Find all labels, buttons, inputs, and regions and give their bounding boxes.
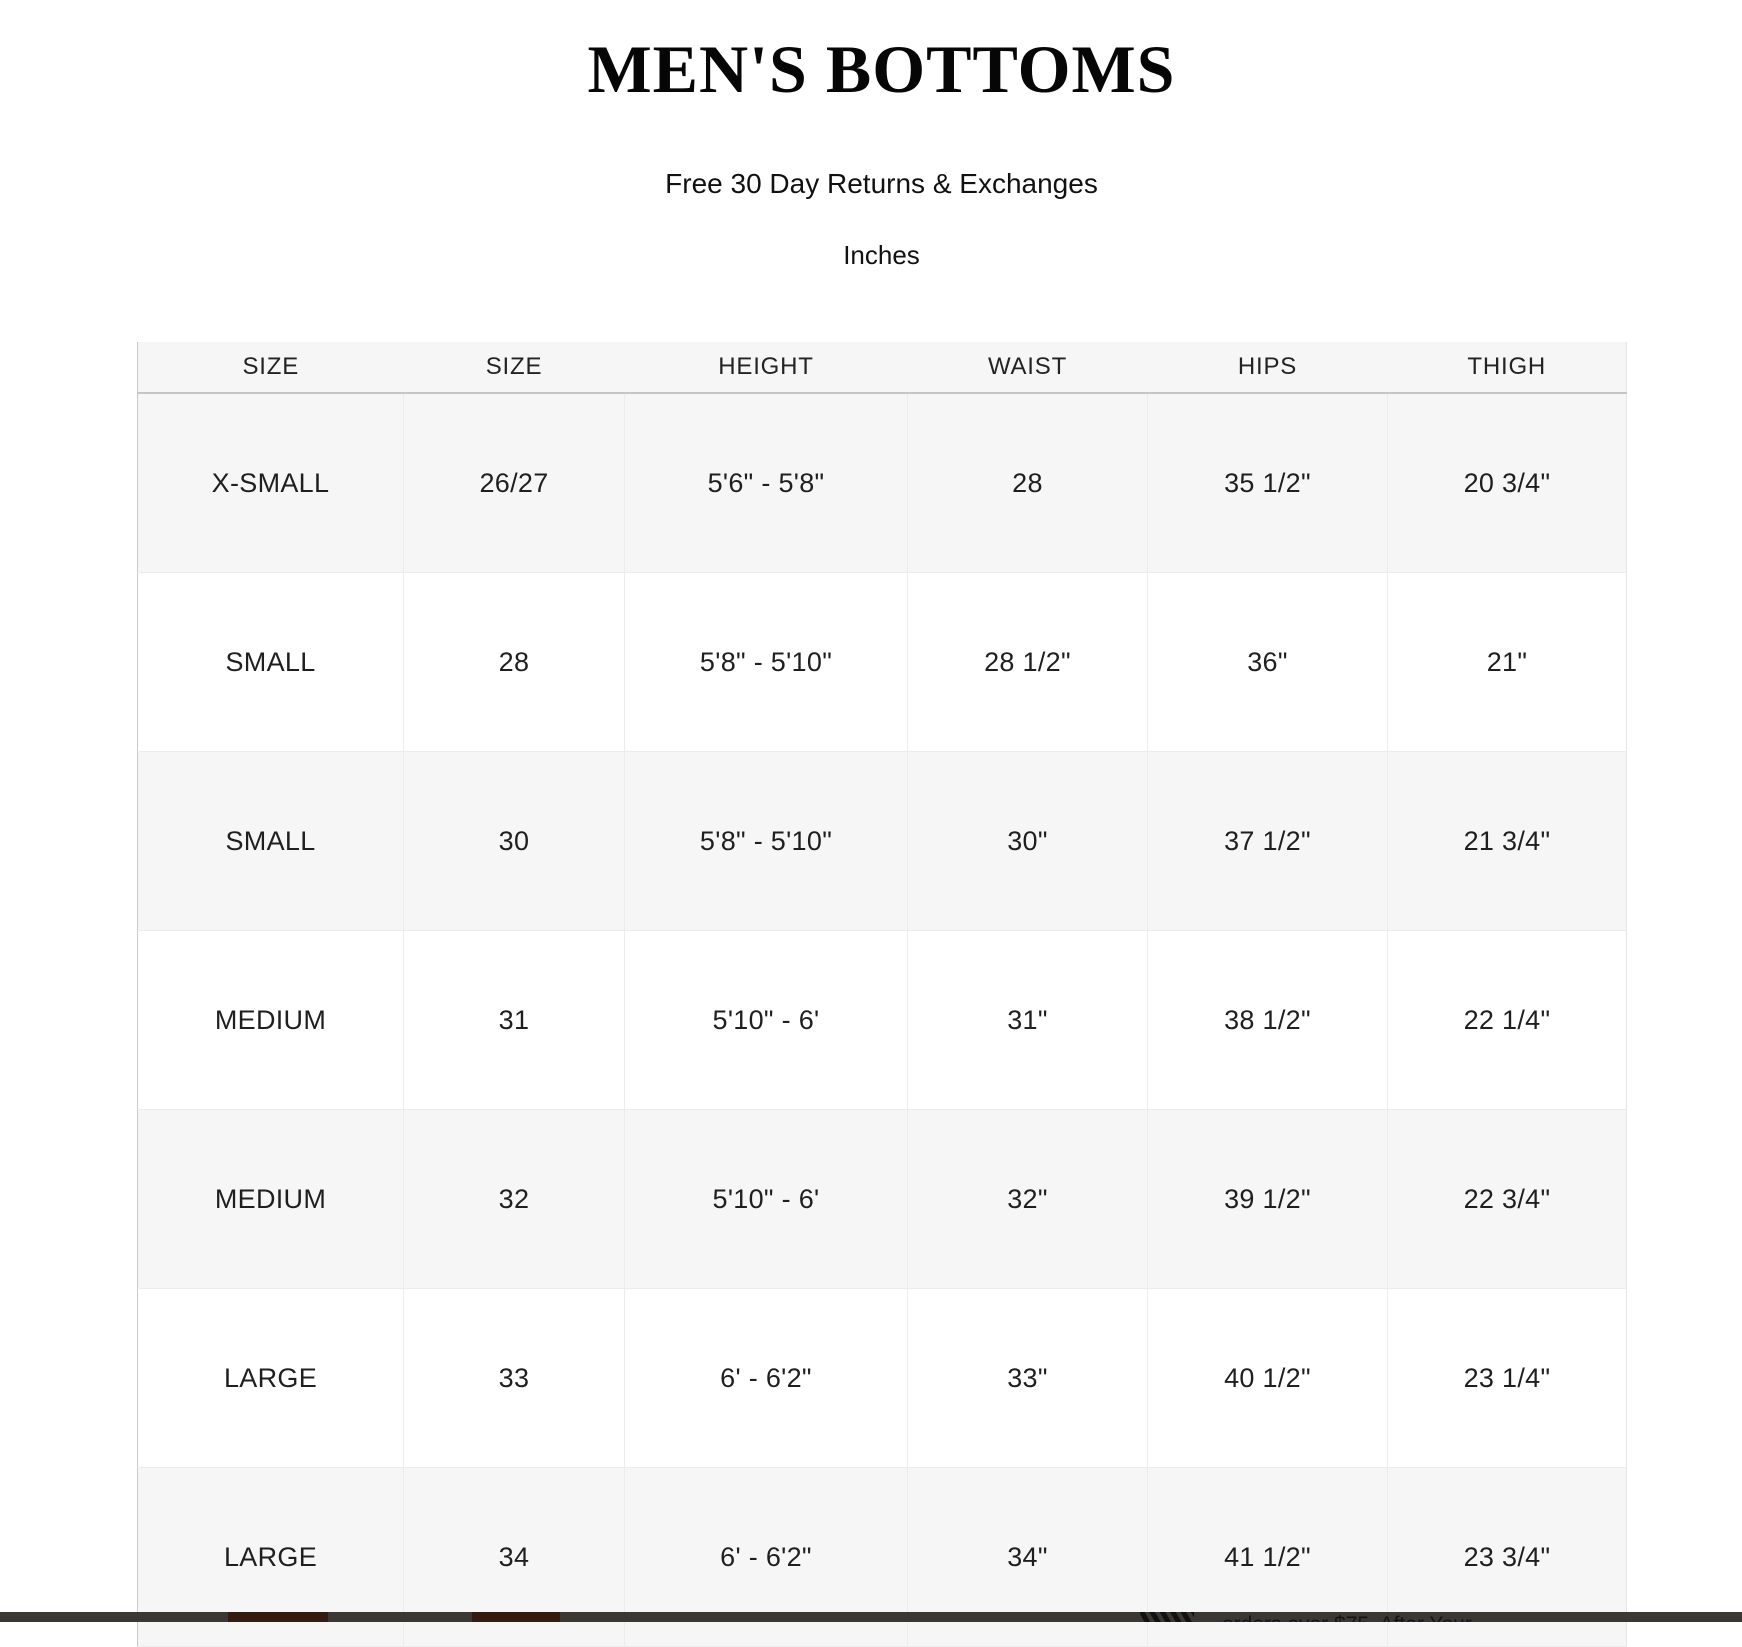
cell-size-number: 33: [403, 1288, 625, 1468]
cell-waist: 32": [907, 1109, 1148, 1289]
product-image-peek: [472, 1612, 560, 1622]
cell-hips: 40 1/2": [1147, 1288, 1388, 1468]
cell-size-number: 30: [403, 751, 625, 931]
next-section-peek-bar: orders over $75. After Your: [0, 1612, 1742, 1622]
cell-thigh: 20 3/4": [1387, 393, 1627, 573]
cell-thigh: 22 3/4": [1387, 1109, 1627, 1289]
returns-subtitle: Free 30 Day Returns & Exchanges: [665, 168, 1098, 199]
cell-thigh: 22 1/4": [1387, 930, 1627, 1110]
cell-height: 6' - 6'2": [624, 1288, 908, 1468]
cell-size-label: SMALL: [137, 572, 404, 752]
size-chart-table: SIZE SIZE HEIGHT WAIST HIPS THIGH X-SMAL…: [137, 342, 1627, 1647]
cell-waist: 28 1/2": [907, 572, 1148, 752]
table-row: X-SMALL 26/27 5'6" - 5'8" 28 35 1/2" 20 …: [137, 393, 1627, 573]
cell-hips: 36": [1147, 572, 1388, 752]
product-image-peek: [228, 1612, 328, 1622]
cell-size-label: SMALL: [137, 751, 404, 931]
cell-size-number: 28: [403, 572, 625, 752]
cell-thigh: 21": [1387, 572, 1627, 752]
cell-height: 5'8" - 5'10": [624, 751, 908, 931]
table-row: LARGE 33 6' - 6'2" 33" 40 1/2" 23 1/4": [137, 1288, 1627, 1468]
cell-waist: 30": [907, 751, 1148, 931]
cell-height: 5'10" - 6': [624, 930, 908, 1110]
column-header-waist: WAIST: [907, 342, 1148, 394]
cell-size-label: MEDIUM: [137, 930, 404, 1110]
footer-partial-text: orders over $75. After Your: [1222, 1613, 1472, 1622]
cell-size-number: 32: [403, 1109, 625, 1289]
table-row: MEDIUM 32 5'10" - 6' 32" 39 1/2" 22 3/4": [137, 1109, 1627, 1289]
cell-height: 5'10" - 6': [624, 1109, 908, 1289]
cell-hips: 37 1/2": [1147, 751, 1388, 931]
column-header-thigh: THIGH: [1387, 342, 1627, 394]
units-label: Inches: [843, 240, 920, 270]
cell-waist: 28: [907, 393, 1148, 573]
column-header-height: HEIGHT: [624, 342, 908, 394]
cell-size-number: 31: [403, 930, 625, 1110]
cell-size-label: MEDIUM: [137, 1109, 404, 1289]
table-header-row: SIZE SIZE HEIGHT WAIST HIPS THIGH: [137, 342, 1627, 394]
column-header-size-number: SIZE: [403, 342, 625, 394]
cell-height: 5'6" - 5'8": [624, 393, 908, 573]
cell-waist: 31": [907, 930, 1148, 1110]
brand-stripes-icon: [1140, 1612, 1194, 1622]
cell-hips: 35 1/2": [1147, 393, 1388, 573]
cell-waist: 33": [907, 1288, 1148, 1468]
cell-size-label: LARGE: [137, 1288, 404, 1468]
cell-size-label: X-SMALL: [137, 393, 404, 573]
column-header-hips: HIPS: [1147, 342, 1388, 394]
cell-size-number: 26/27: [403, 393, 625, 573]
cell-hips: 39 1/2": [1147, 1109, 1388, 1289]
table-row: MEDIUM 31 5'10" - 6' 31" 38 1/2" 22 1/4": [137, 930, 1627, 1110]
column-header-size-label: SIZE: [137, 342, 404, 394]
table-row: SMALL 30 5'8" - 5'10" 30" 37 1/2" 21 3/4…: [137, 751, 1627, 931]
page-title: MEN'S BOTTOMS: [587, 31, 1176, 107]
cell-height: 5'8" - 5'10": [624, 572, 908, 752]
table-row: SMALL 28 5'8" - 5'10" 28 1/2" 36" 21": [137, 572, 1627, 752]
cell-hips: 38 1/2": [1147, 930, 1388, 1110]
cell-thigh: 21 3/4": [1387, 751, 1627, 931]
cell-thigh: 23 1/4": [1387, 1288, 1627, 1468]
